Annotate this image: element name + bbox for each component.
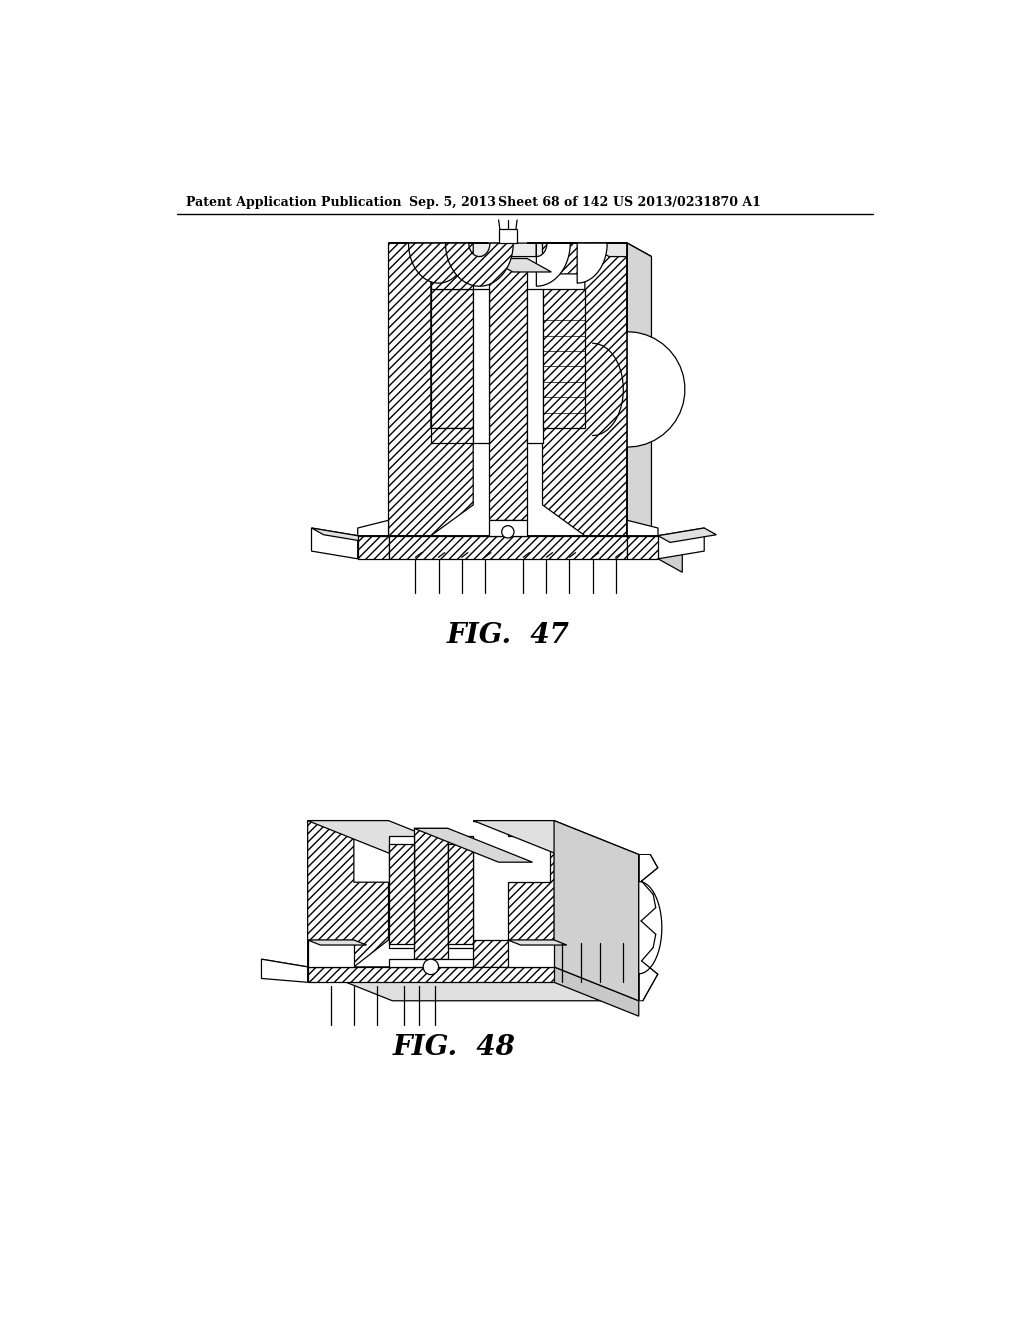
Text: Sep. 5, 2013: Sep. 5, 2013 — [410, 195, 497, 209]
Polygon shape — [508, 940, 566, 945]
Polygon shape — [445, 243, 513, 286]
Polygon shape — [392, 854, 473, 870]
Polygon shape — [628, 520, 658, 536]
Polygon shape — [311, 528, 370, 543]
Polygon shape — [488, 259, 527, 520]
Polygon shape — [414, 829, 532, 862]
Polygon shape — [307, 966, 639, 1001]
Polygon shape — [543, 243, 628, 536]
Polygon shape — [357, 536, 682, 549]
Polygon shape — [388, 243, 651, 256]
Polygon shape — [307, 821, 388, 966]
Polygon shape — [388, 836, 414, 948]
Polygon shape — [658, 536, 682, 573]
Polygon shape — [488, 520, 527, 536]
Polygon shape — [307, 940, 367, 945]
Polygon shape — [508, 940, 554, 966]
Polygon shape — [388, 536, 628, 558]
Polygon shape — [499, 230, 517, 243]
Text: Patent Application Publication: Patent Application Publication — [186, 195, 401, 209]
Text: FIG.  48: FIG. 48 — [392, 1035, 515, 1061]
Polygon shape — [431, 428, 473, 444]
Text: FIG.  47: FIG. 47 — [446, 622, 569, 649]
Polygon shape — [388, 960, 473, 966]
Polygon shape — [537, 243, 570, 286]
Polygon shape — [658, 528, 705, 558]
Polygon shape — [414, 829, 447, 960]
Polygon shape — [388, 243, 473, 536]
Polygon shape — [388, 843, 414, 944]
Polygon shape — [357, 536, 388, 558]
Polygon shape — [639, 854, 657, 1001]
Polygon shape — [261, 960, 333, 977]
Circle shape — [502, 525, 514, 539]
Polygon shape — [307, 821, 473, 854]
Polygon shape — [261, 960, 307, 982]
Circle shape — [423, 960, 438, 974]
Polygon shape — [585, 243, 651, 256]
Polygon shape — [527, 243, 628, 282]
Polygon shape — [357, 520, 388, 536]
Polygon shape — [554, 966, 639, 1016]
Text: US 2013/0231870 A1: US 2013/0231870 A1 — [612, 195, 761, 209]
Polygon shape — [554, 821, 639, 1001]
Polygon shape — [558, 854, 639, 870]
Polygon shape — [473, 821, 639, 854]
Polygon shape — [658, 528, 717, 543]
Polygon shape — [388, 243, 488, 282]
Polygon shape — [311, 528, 357, 558]
Polygon shape — [307, 940, 354, 966]
Polygon shape — [628, 536, 658, 558]
Polygon shape — [431, 275, 473, 289]
Polygon shape — [473, 289, 488, 444]
Polygon shape — [639, 854, 662, 1001]
Polygon shape — [543, 289, 585, 428]
Polygon shape — [431, 289, 473, 428]
Polygon shape — [473, 821, 554, 966]
Polygon shape — [447, 843, 473, 944]
Polygon shape — [527, 289, 543, 444]
Polygon shape — [307, 966, 554, 982]
Polygon shape — [628, 243, 685, 536]
Text: Sheet 68 of 142: Sheet 68 of 142 — [498, 195, 608, 209]
Polygon shape — [628, 243, 651, 549]
Polygon shape — [447, 836, 473, 948]
Polygon shape — [488, 259, 551, 272]
